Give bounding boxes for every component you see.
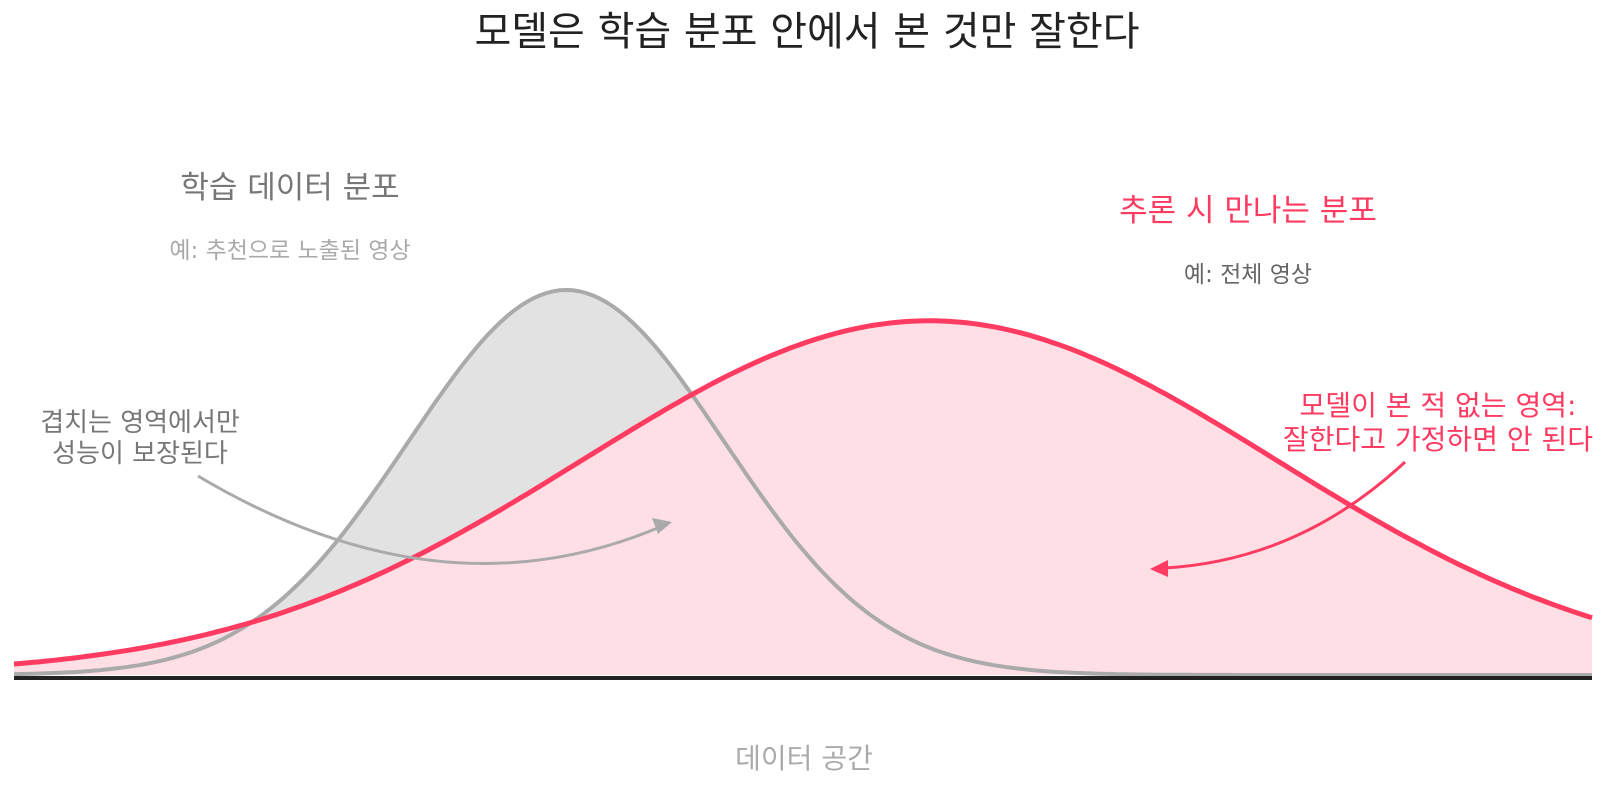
curves-group	[13, 287, 1593, 677]
unseen-region-annotation-line2: 잘한다고 가정하면 안 된다	[1283, 423, 1593, 456]
training-distribution-example: 예: 추천으로 노출된 영상	[169, 238, 410, 264]
x-axis-label: 데이터 공간	[735, 742, 873, 775]
overlap-arrowhead	[652, 518, 672, 534]
inference-distribution-example: 예: 전체 영상	[1184, 262, 1312, 288]
overlap-annotation-line1: 겹치는 영역에서만	[40, 408, 240, 438]
unseen-region-arrowhead	[1150, 560, 1168, 577]
inference-distribution-curve	[13, 318, 1593, 667]
diagram-title: 모델은 학습 분포 안에서 본 것만 잘한다	[474, 9, 1139, 55]
training-distribution-label: 학습 데이터 분포	[180, 170, 399, 206]
inference-distribution-area	[14, 320, 1592, 675]
unseen-region-arrow	[1164, 460, 1407, 570]
overlap-arrow	[197, 474, 661, 565]
training-distribution-curve	[13, 287, 1592, 677]
overlap-annotation-line2: 성능이 보장된다	[52, 439, 228, 469]
unseen-region-annotation-line1: 모델이 본 적 없는 영역:	[1300, 389, 1577, 422]
inference-distribution-label: 추론 시 만나는 분포	[1119, 193, 1377, 229]
